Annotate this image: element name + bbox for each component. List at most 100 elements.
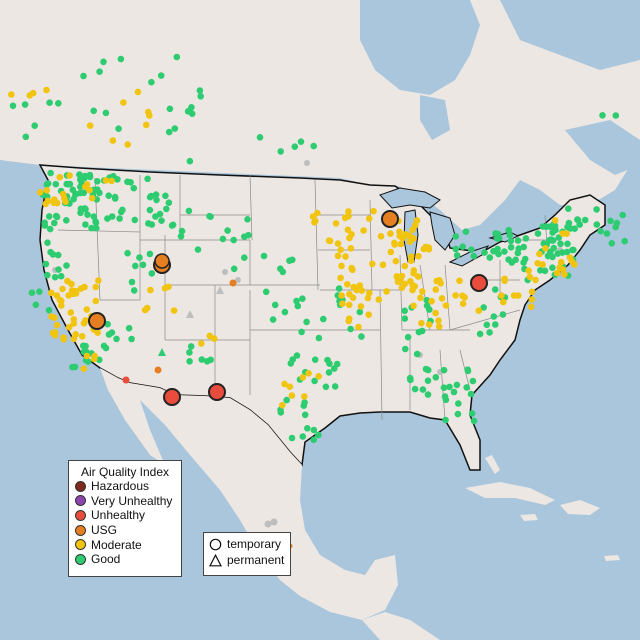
station-marker [442,416,449,424]
station-marker [44,271,51,279]
station-marker [311,377,318,385]
station-marker [48,313,55,320]
station-marker [86,171,94,179]
station-marker [171,125,179,132]
station-marker [81,172,89,180]
station-marker [82,342,89,350]
station-marker [211,335,218,343]
station-marker [269,316,277,323]
station-marker [60,336,67,343]
station-marker [401,315,409,322]
station-marker [375,296,383,303]
station-marker [157,72,165,79]
station-marker [310,436,318,444]
station-marker [452,292,459,299]
station-marker [84,211,91,218]
station-marker [470,252,478,260]
station-marker [480,304,488,311]
station-marker [415,252,422,260]
station-marker [50,199,58,207]
station-marker [432,374,440,381]
station-marker [334,240,342,247]
station-marker [492,230,499,237]
station-marker [310,142,318,150]
station-marker [495,234,503,242]
station-marker [515,245,522,252]
station-marker [452,233,460,240]
station-marker [186,157,194,165]
hudson-bay [360,0,480,95]
legend-label: USG [91,523,118,538]
station-marker [88,194,96,202]
station-marker [399,234,406,242]
station-marker [501,277,509,285]
station-marker [148,221,156,228]
station-marker [96,356,103,364]
station-marker [52,180,60,188]
station-marker [128,335,135,343]
station-marker [65,323,73,331]
station-marker [407,257,415,265]
station-marker [69,290,77,298]
station-marker [293,352,301,359]
station-marker [499,311,507,318]
station-marker [396,228,403,236]
station-marker [114,176,121,183]
station-marker [53,292,61,299]
station-marker [432,286,440,293]
station-marker [551,226,558,234]
station-marker [300,402,308,410]
station-marker [392,257,400,265]
station-marker [365,311,373,319]
station-marker [44,180,52,187]
station-marker [494,245,501,253]
station-marker [534,260,541,267]
station-marker [139,261,147,269]
legend-label: Hazardous [91,479,150,494]
station-marker [105,331,113,338]
station-marker [241,254,248,261]
permanent-stations [158,286,224,356]
legend-item-hazardous: Hazardous [75,479,181,494]
station-marker [104,320,111,328]
station-marker [288,434,296,442]
station-marker [428,297,435,305]
station-marker [59,285,66,293]
station-marker [83,352,91,360]
station-marker [422,365,430,373]
station-marker [539,223,547,230]
station-marker [46,225,54,233]
station-marker [550,244,558,252]
station-marker [486,329,493,336]
station-marker [146,112,153,119]
station-marker [402,345,409,353]
station-marker [335,285,343,292]
station-marker [424,377,432,385]
station-marker [495,250,502,258]
station-marker [532,276,539,284]
station-marker [96,189,103,197]
station-marker [80,72,87,80]
lake-huron [429,211,456,251]
station-marker [31,122,38,129]
station-marker [358,333,365,340]
moderate-stations [8,86,578,409]
station-marker [288,392,296,399]
station-marker [505,256,512,263]
station-marker [377,233,385,240]
station-marker [346,290,353,298]
station-marker [426,306,433,313]
station-marker [70,195,77,203]
station-marker [45,213,53,220]
station-marker [366,289,373,297]
station-marker [338,292,345,299]
station-marker [56,173,64,181]
station-marker [394,278,402,286]
james-bay [420,95,450,140]
station-marker [349,266,356,274]
unhealthy-swatch [75,509,86,521]
station-marker [168,222,176,229]
station-marker [356,308,364,316]
station-marker [528,288,536,296]
